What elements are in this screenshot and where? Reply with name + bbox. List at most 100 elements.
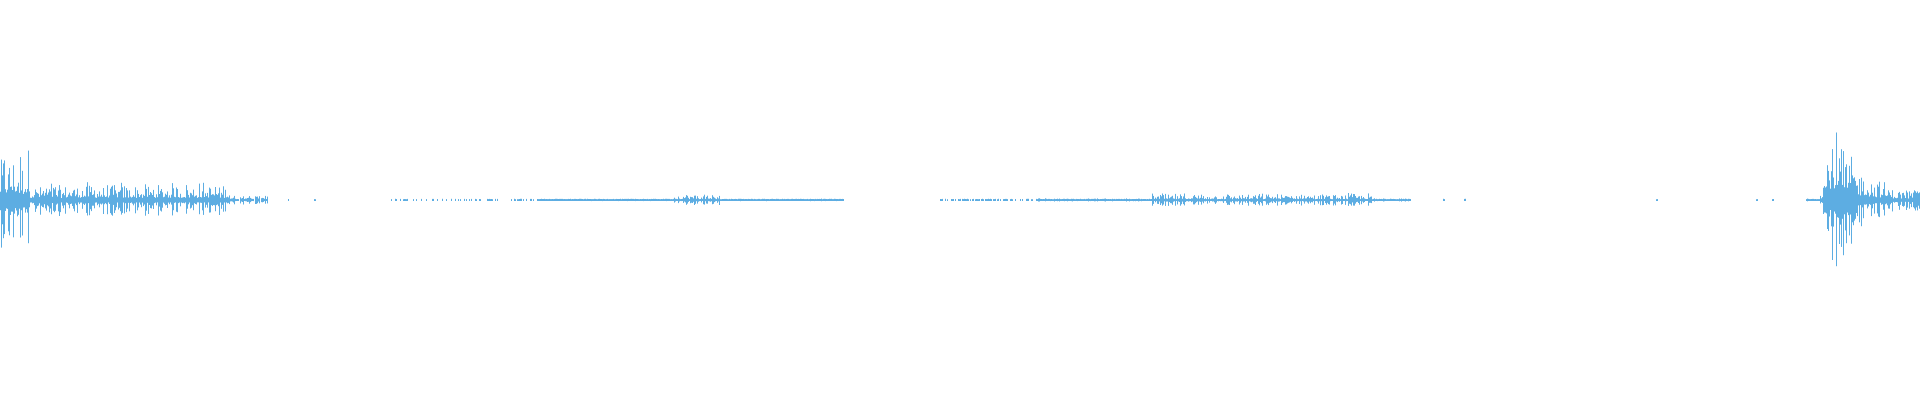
waveform-bar xyxy=(675,198,676,202)
waveform-bar xyxy=(1075,199,1076,201)
waveform-bar xyxy=(221,192,222,209)
waveform-bar xyxy=(61,198,62,203)
waveform-bar xyxy=(987,199,988,201)
waveform-bar xyxy=(1192,198,1193,202)
waveform-bar xyxy=(33,197,34,203)
waveform-bar xyxy=(1219,199,1220,201)
waveform-bar xyxy=(1887,195,1888,206)
waveform-bar xyxy=(249,196,250,204)
waveform-bar xyxy=(1851,156,1852,244)
waveform-bar xyxy=(803,198,804,201)
waveform-bar xyxy=(1022,199,1023,201)
waveform-bar xyxy=(1291,196,1292,204)
waveform-bar xyxy=(471,198,472,201)
waveform-bar xyxy=(1262,193,1263,206)
waveform-bar xyxy=(1082,199,1083,201)
waveform-bar xyxy=(952,199,953,201)
waveform-bar xyxy=(1073,198,1074,201)
waveform-bar xyxy=(209,187,210,213)
waveform-bar xyxy=(636,199,637,201)
waveform-bar xyxy=(185,197,186,203)
waveform-bar xyxy=(1870,194,1871,205)
waveform-bar xyxy=(796,198,797,201)
waveform-bar xyxy=(776,198,777,201)
waveform-bar xyxy=(1066,198,1067,201)
waveform-bar xyxy=(833,199,834,201)
waveform-bar xyxy=(17,186,18,217)
waveform-bar xyxy=(1307,197,1308,203)
waveform-bar xyxy=(1259,194,1260,206)
waveform-bar xyxy=(1322,194,1323,206)
waveform-bar xyxy=(248,197,249,202)
waveform-bar xyxy=(1119,198,1120,201)
waveform-bar xyxy=(589,199,590,201)
waveform-bar xyxy=(107,185,108,215)
waveform-bar xyxy=(1895,197,1896,203)
waveform-bar xyxy=(130,196,131,203)
waveform-bar xyxy=(975,199,976,201)
waveform-bar xyxy=(1152,193,1153,206)
waveform-bar xyxy=(1814,199,1815,201)
waveform-bar xyxy=(606,199,607,201)
waveform-bar xyxy=(1809,199,1810,201)
waveform-bar xyxy=(703,196,704,205)
waveform-bar xyxy=(814,199,815,202)
waveform-bar xyxy=(1172,195,1173,205)
waveform-bar xyxy=(12,190,13,212)
waveform-bar xyxy=(129,190,130,212)
waveform-bar xyxy=(60,189,61,213)
waveform-bar xyxy=(174,196,175,203)
waveform-bar xyxy=(628,198,629,201)
waveform-bar xyxy=(1282,197,1283,203)
waveform-bar xyxy=(582,199,583,201)
waveform-bar xyxy=(781,199,782,201)
waveform-bar xyxy=(1124,198,1125,201)
waveform-bar xyxy=(6,192,7,209)
waveform-bar xyxy=(979,199,980,201)
waveform-bar xyxy=(664,199,665,201)
waveform-bar xyxy=(1373,198,1374,201)
waveform-bar xyxy=(569,199,570,201)
waveform-bar xyxy=(1224,199,1225,202)
waveform-bar xyxy=(1371,196,1372,204)
waveform-bar xyxy=(953,199,954,201)
waveform-bar xyxy=(741,198,742,201)
waveform-bar xyxy=(1834,188,1835,212)
waveform-bar xyxy=(594,198,595,201)
waveform-bar xyxy=(47,194,48,206)
waveform-bar xyxy=(1265,198,1266,202)
waveform-bar xyxy=(1328,196,1329,205)
waveform-bar xyxy=(92,195,93,206)
waveform-bar xyxy=(609,199,610,201)
waveform-bar xyxy=(1056,199,1057,201)
waveform-bar xyxy=(941,199,942,201)
waveform-bar xyxy=(1113,199,1114,201)
waveform-bar xyxy=(668,198,669,201)
waveform-bar xyxy=(495,198,496,201)
waveform-bar xyxy=(1409,198,1410,201)
waveform-bar xyxy=(1137,199,1138,201)
waveform-bar xyxy=(1401,198,1402,202)
waveform-bar xyxy=(1324,198,1325,201)
waveform-bar xyxy=(651,198,652,201)
waveform-bar xyxy=(1006,198,1007,201)
waveform-bar xyxy=(745,199,746,201)
waveform-bar xyxy=(1897,197,1898,203)
waveform-bar xyxy=(658,199,659,201)
waveform-bar xyxy=(985,199,986,201)
waveform-bar xyxy=(1337,197,1338,203)
waveform-bar xyxy=(584,198,585,201)
waveform-bar xyxy=(1305,198,1306,202)
waveform-bar xyxy=(1339,198,1340,202)
waveform-bar xyxy=(446,199,447,201)
waveform-bar xyxy=(690,196,691,204)
waveform-bar xyxy=(8,174,9,232)
waveform-bar xyxy=(167,191,168,208)
waveform-bar xyxy=(24,191,25,208)
waveform-bar xyxy=(421,198,422,201)
waveform-bar xyxy=(1813,198,1814,201)
waveform-bar xyxy=(1391,198,1392,201)
waveform-bar xyxy=(120,190,121,212)
waveform-bar xyxy=(624,198,625,201)
waveform-bar xyxy=(639,199,640,201)
